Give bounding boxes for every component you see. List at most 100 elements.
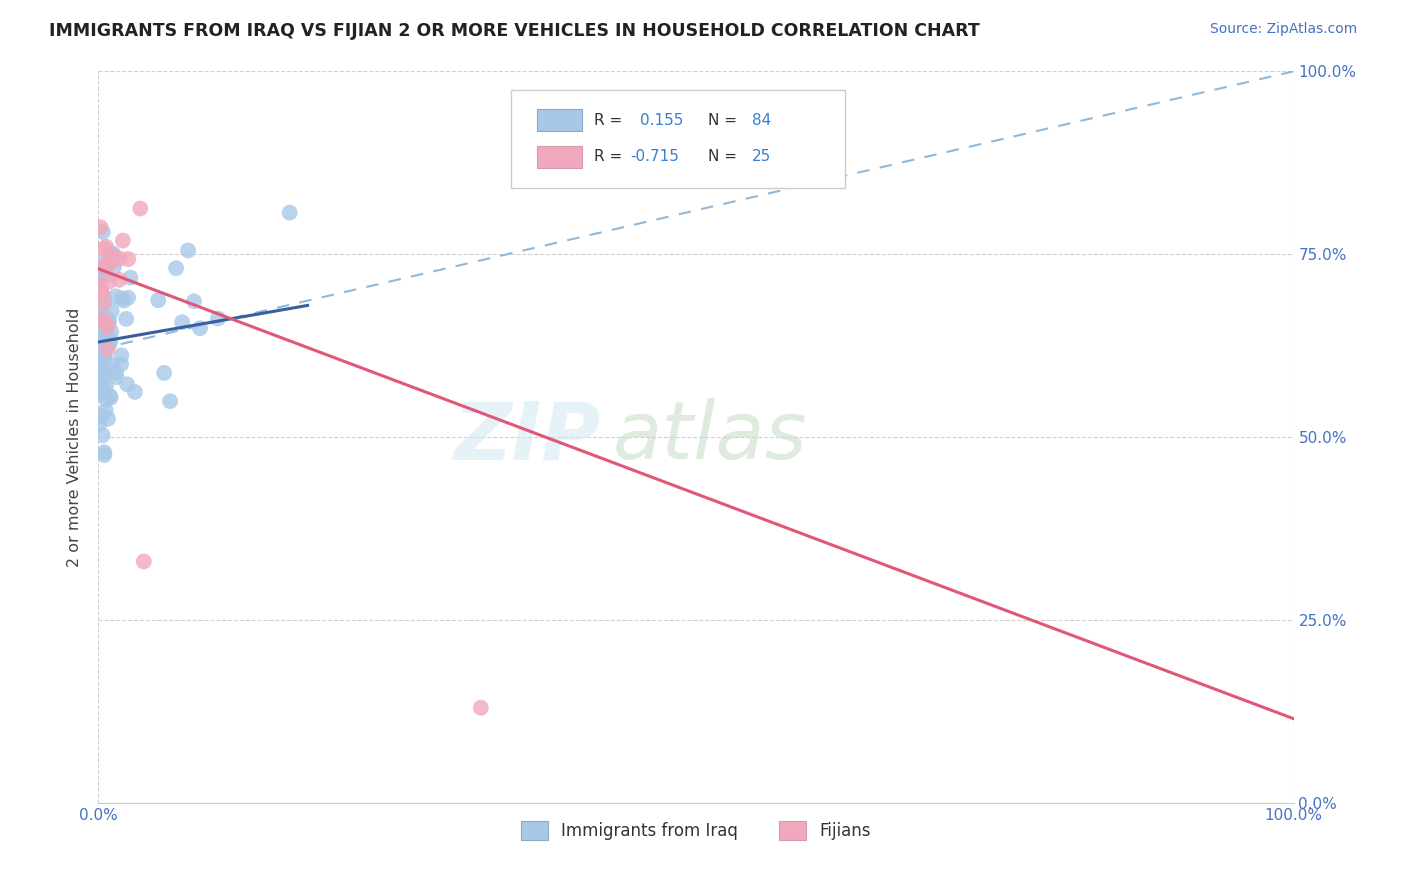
Text: Source: ZipAtlas.com: Source: ZipAtlas.com: [1209, 22, 1357, 37]
Text: N =: N =: [709, 150, 742, 164]
Point: [129, 202, 152, 216]
Point: [98, 335, 121, 350]
Point: [89, 278, 111, 293]
Text: N =: N =: [709, 113, 742, 128]
Point: [93, 448, 115, 462]
Point: [165, 261, 187, 276]
Point: [153, 366, 176, 380]
Point: [96, 322, 118, 336]
Point: [93, 295, 115, 310]
Point: [94, 262, 117, 277]
Text: ZIP: ZIP: [453, 398, 600, 476]
Point: [90, 268, 112, 282]
Point: [96, 318, 118, 333]
Point: [94, 351, 117, 366]
Point: [101, 249, 124, 263]
Y-axis label: 2 or more Vehicles in Household: 2 or more Vehicles in Household: [66, 308, 82, 566]
Point: [98, 251, 121, 265]
Point: [98, 246, 121, 260]
Point: [117, 252, 139, 266]
Point: [90, 332, 112, 346]
Point: [100, 325, 122, 339]
Point: [172, 315, 194, 329]
Point: [93, 242, 115, 256]
Point: [94, 362, 117, 376]
Point: [159, 394, 181, 409]
Point: [105, 370, 128, 384]
Point: [177, 244, 200, 258]
Point: [115, 312, 138, 326]
Point: [89, 417, 111, 431]
Point: [105, 365, 128, 379]
Point: [93, 310, 115, 325]
Point: [117, 291, 139, 305]
Point: [96, 392, 118, 407]
Point: [89, 280, 111, 294]
Point: [101, 246, 124, 260]
Point: [91, 376, 114, 390]
Point: [98, 337, 121, 351]
Point: [93, 326, 115, 341]
Point: [93, 368, 115, 383]
Point: [90, 361, 112, 376]
Point: [93, 347, 115, 361]
Point: [98, 313, 121, 327]
Point: [108, 252, 131, 266]
Point: [94, 378, 117, 392]
Point: [96, 343, 118, 357]
Point: [89, 387, 111, 401]
Point: [89, 357, 111, 371]
Point: [183, 294, 205, 309]
Text: atlas: atlas: [613, 398, 807, 476]
Point: [90, 361, 112, 376]
Point: [97, 411, 120, 425]
Point: [112, 293, 135, 308]
Point: [110, 348, 132, 362]
Point: [93, 317, 115, 331]
Point: [91, 311, 114, 326]
Point: [89, 340, 111, 354]
Point: [91, 380, 114, 394]
Text: -0.715: -0.715: [630, 150, 679, 164]
Bar: [537, 146, 582, 168]
Point: [120, 270, 142, 285]
Legend: Immigrants from Iraq, Fijians: Immigrants from Iraq, Fijians: [515, 814, 877, 847]
Point: [93, 269, 115, 284]
Point: [90, 351, 112, 366]
Point: [148, 293, 170, 308]
Point: [90, 282, 112, 296]
Point: [104, 289, 127, 303]
Text: R =: R =: [595, 113, 633, 128]
Point: [93, 351, 115, 365]
Point: [115, 377, 138, 392]
Text: 84: 84: [752, 113, 772, 128]
Point: [90, 331, 112, 345]
Point: [90, 285, 112, 300]
Point: [89, 356, 111, 370]
Point: [100, 333, 122, 347]
Point: [94, 318, 117, 332]
Point: [97, 317, 120, 331]
Point: [110, 292, 132, 306]
Point: [124, 384, 146, 399]
Point: [89, 363, 111, 377]
Point: [96, 240, 118, 254]
Point: [100, 304, 122, 318]
Point: [91, 307, 114, 321]
Point: [91, 385, 114, 400]
Point: [91, 225, 114, 239]
Point: [91, 428, 114, 442]
Point: [91, 409, 114, 423]
Point: [90, 329, 112, 343]
Text: IMMIGRANTS FROM IRAQ VS FIJIAN 2 OR MORE VEHICLES IN HOUSEHOLD CORRELATION CHART: IMMIGRANTS FROM IRAQ VS FIJIAN 2 OR MORE…: [49, 22, 980, 40]
Point: [93, 254, 115, 268]
Point: [97, 275, 120, 289]
Point: [278, 205, 301, 219]
Point: [91, 266, 114, 280]
Point: [188, 321, 211, 335]
Point: [103, 260, 125, 274]
Point: [94, 368, 117, 382]
Point: [98, 389, 121, 403]
Point: [94, 336, 117, 351]
Point: [98, 256, 121, 270]
